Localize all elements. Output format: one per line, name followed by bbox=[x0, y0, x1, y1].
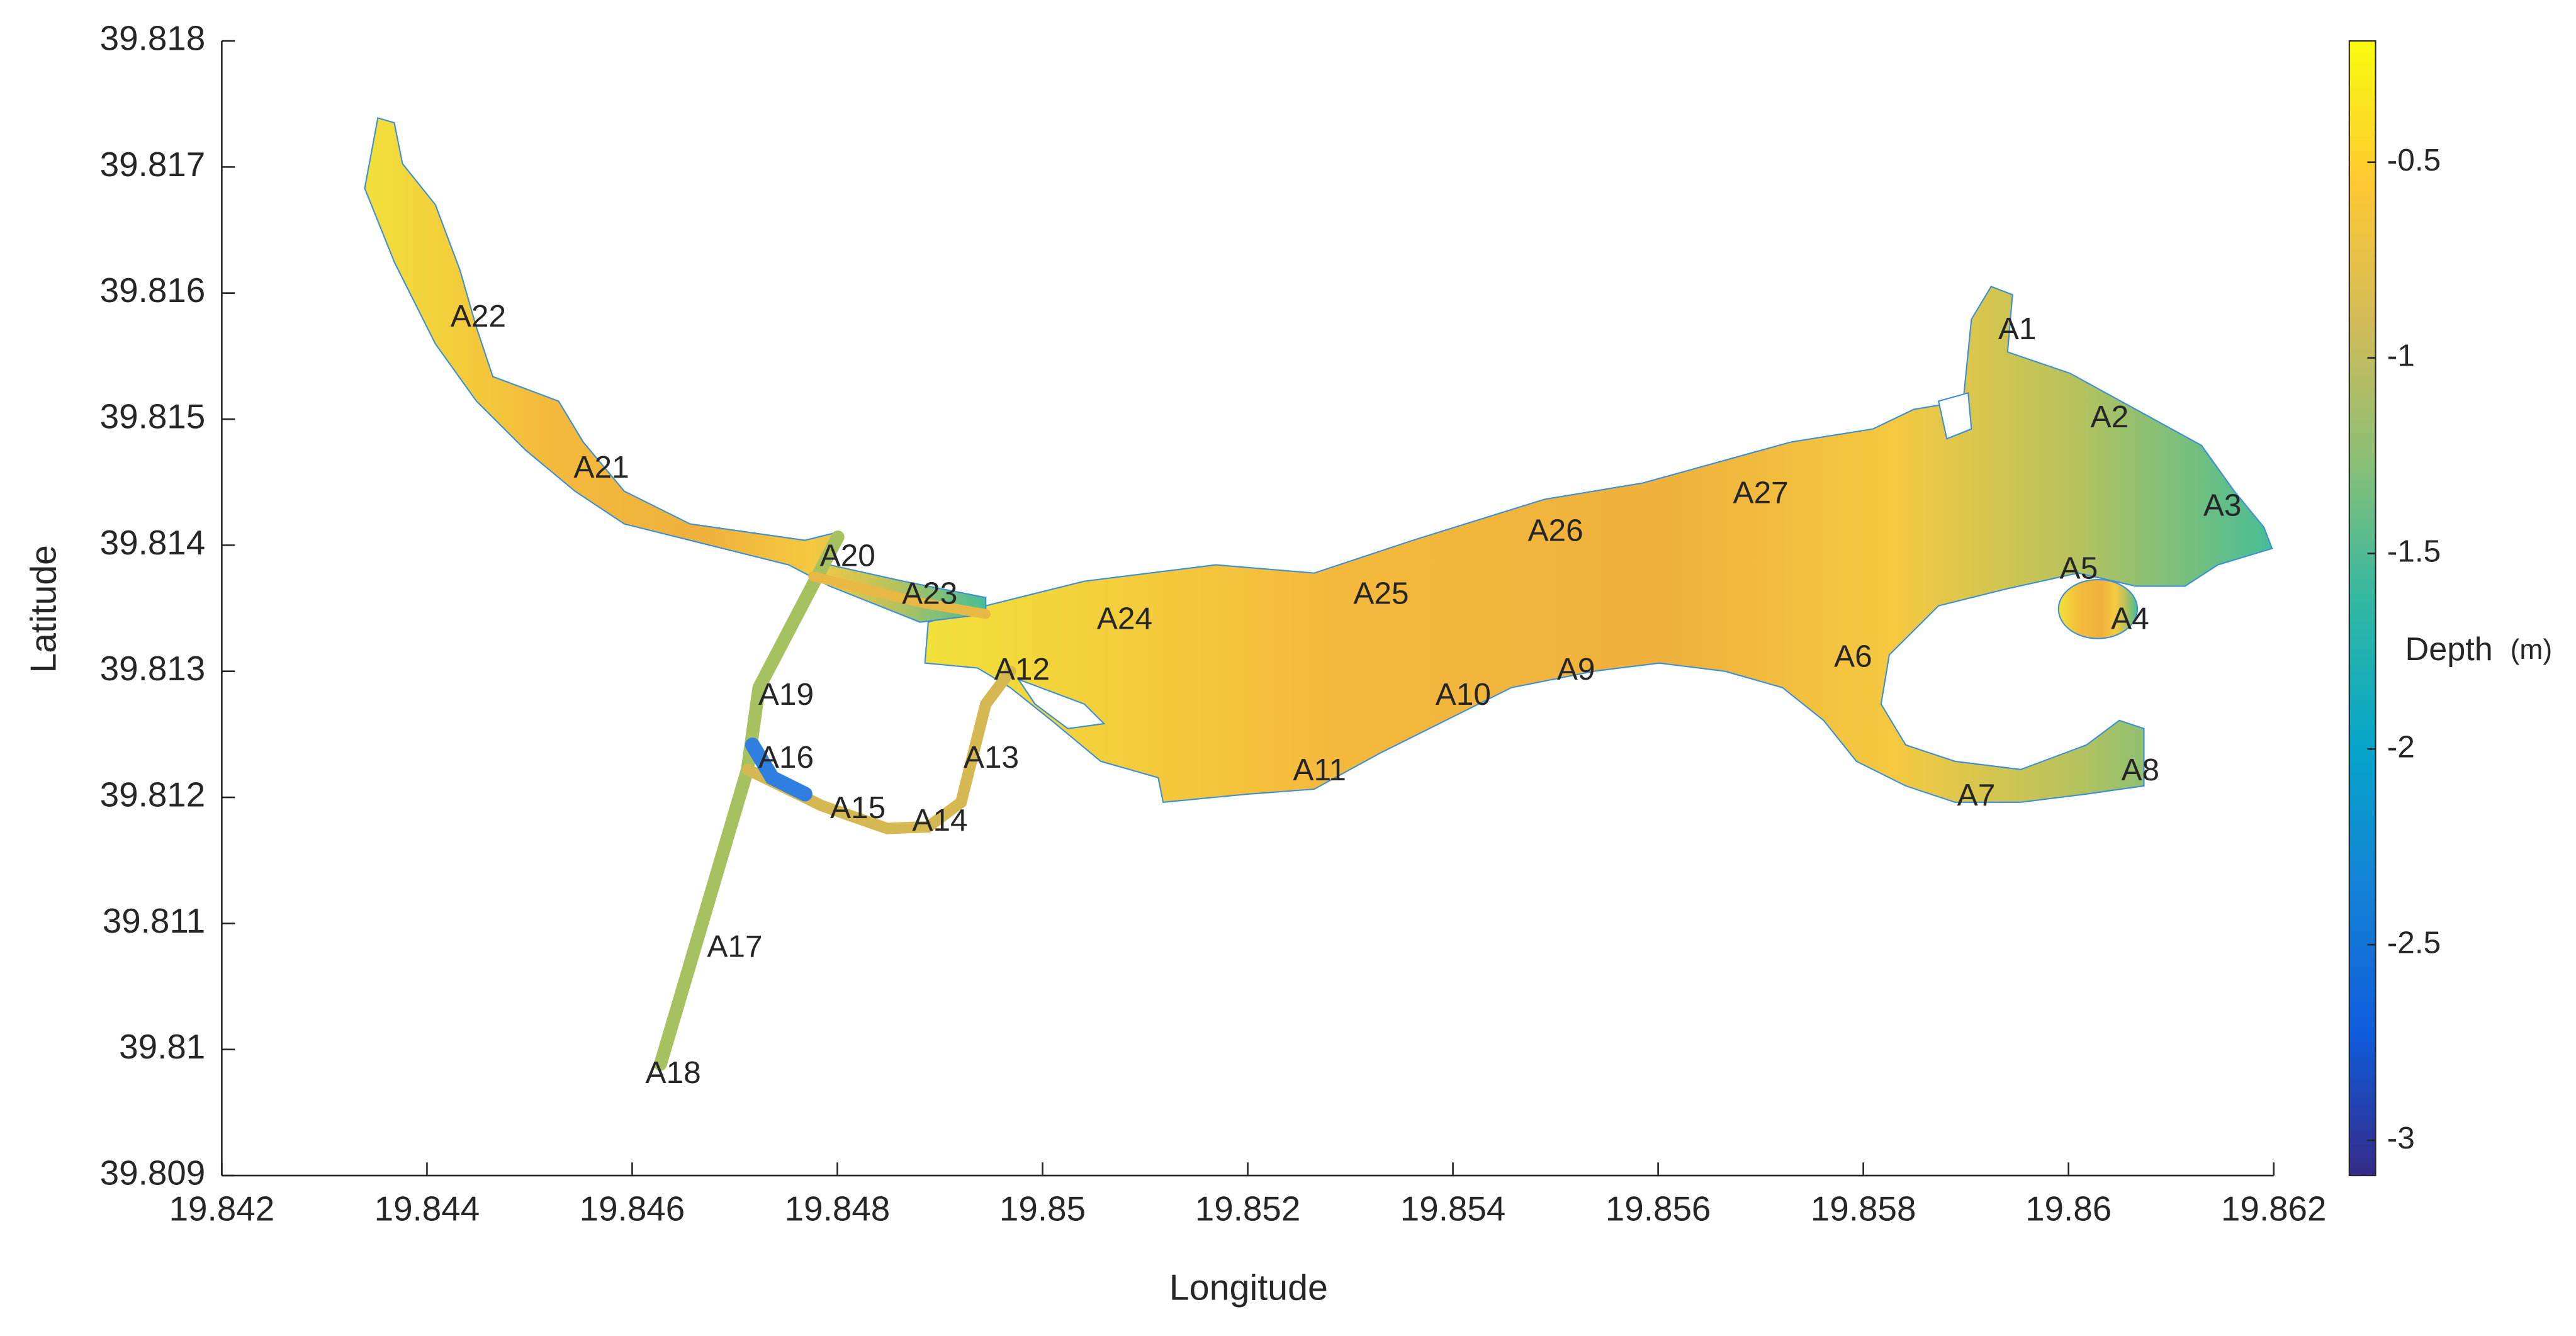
colorbar-tick-label: -2.5 bbox=[2387, 925, 2441, 960]
x-tick-label: 19.856 bbox=[1606, 1189, 1711, 1228]
colorbar-tick-label: -2 bbox=[2387, 729, 2415, 764]
channels bbox=[653, 530, 1016, 1071]
island bbox=[1016, 678, 1106, 729]
site-label: A9 bbox=[1557, 652, 1595, 687]
site-label: A19 bbox=[758, 677, 814, 712]
east-lobe bbox=[2057, 578, 2139, 639]
x-tick-label: 19.86 bbox=[2025, 1189, 2112, 1228]
x-axis-label: Longitude bbox=[1169, 1267, 1328, 1308]
x-tick-label: 19.858 bbox=[1811, 1189, 1916, 1228]
x-tick-label: 19.844 bbox=[374, 1189, 480, 1228]
site-label: A22 bbox=[451, 299, 506, 334]
site-label: A23 bbox=[902, 576, 957, 611]
colorbar-tick-label: -0.5 bbox=[2387, 143, 2441, 177]
colorbar-tick-label: -1.5 bbox=[2387, 534, 2441, 569]
site-label: A12 bbox=[994, 652, 1050, 687]
site-label: A6 bbox=[1834, 639, 1872, 674]
y-tick-label: 39.809 bbox=[100, 1154, 206, 1193]
site-label: A16 bbox=[758, 740, 814, 775]
y-tick-label: 39.814 bbox=[100, 523, 206, 562]
y-tick-label: 39.816 bbox=[100, 271, 206, 310]
site-label: A18 bbox=[646, 1055, 701, 1090]
water-body bbox=[364, 116, 2273, 803]
colorbar-unit: (m) bbox=[2511, 634, 2553, 665]
south-channel bbox=[653, 530, 845, 1071]
site-label: A10 bbox=[1436, 677, 1491, 712]
x-tick-label: 19.862 bbox=[2221, 1189, 2327, 1228]
site-label: A25 bbox=[1353, 576, 1409, 611]
top-link bbox=[808, 571, 991, 619]
colorbar bbox=[2348, 40, 2376, 1177]
y-axis-label: Latitude bbox=[23, 545, 64, 673]
x-tick-label: 19.846 bbox=[580, 1189, 685, 1228]
site-label: A24 bbox=[1097, 602, 1152, 636]
y-tick-label: 39.81 bbox=[119, 1027, 205, 1066]
site-label: A11 bbox=[1293, 753, 1346, 787]
deep-spot bbox=[745, 738, 813, 802]
site-label: A14 bbox=[912, 803, 967, 838]
site-label: A8 bbox=[2121, 753, 2159, 787]
site-label: A27 bbox=[1733, 475, 1789, 510]
y-tick-label: 39.817 bbox=[100, 145, 206, 184]
colorbar-label: Depth bbox=[2405, 631, 2493, 668]
axes: Longitude Latitude bbox=[23, 41, 2274, 1308]
loop-channel bbox=[741, 665, 1016, 834]
colorbar-tick-label: -3 bbox=[2387, 1121, 2415, 1155]
x-tick-label: 19.85 bbox=[999, 1189, 1086, 1228]
colorbar-tick-label: -1 bbox=[2387, 339, 2415, 373]
site-label: A4 bbox=[2111, 602, 2149, 636]
site-label: A7 bbox=[1957, 778, 1996, 812]
site-label: A21 bbox=[573, 450, 629, 485]
y-tick-label: 39.815 bbox=[100, 397, 206, 436]
y-tick-label: 39.811 bbox=[103, 901, 206, 940]
y-tick-label: 39.813 bbox=[100, 649, 206, 688]
x-tick-label: 19.854 bbox=[1400, 1189, 1506, 1228]
site-label: A20 bbox=[820, 539, 875, 573]
site-label: A26 bbox=[1527, 513, 1583, 547]
site-label: A15 bbox=[830, 790, 886, 825]
y-tick-label: 39.818 bbox=[100, 19, 206, 58]
main-lagoon bbox=[924, 286, 2273, 803]
site-label: A1 bbox=[1998, 312, 2037, 346]
site-label: A3 bbox=[2203, 488, 2242, 522]
site-label: A5 bbox=[2060, 551, 2098, 586]
y-tick-label: 39.812 bbox=[100, 775, 206, 814]
site-label: A2 bbox=[2091, 400, 2129, 434]
northwest-channel bbox=[364, 116, 987, 623]
site-label: A17 bbox=[707, 929, 762, 964]
site-label: A13 bbox=[964, 740, 1019, 775]
x-tick-label: 19.848 bbox=[785, 1189, 891, 1228]
x-tick-label: 19.852 bbox=[1195, 1189, 1301, 1228]
x-tick-label: 19.842 bbox=[169, 1189, 275, 1228]
island bbox=[1937, 392, 1972, 440]
